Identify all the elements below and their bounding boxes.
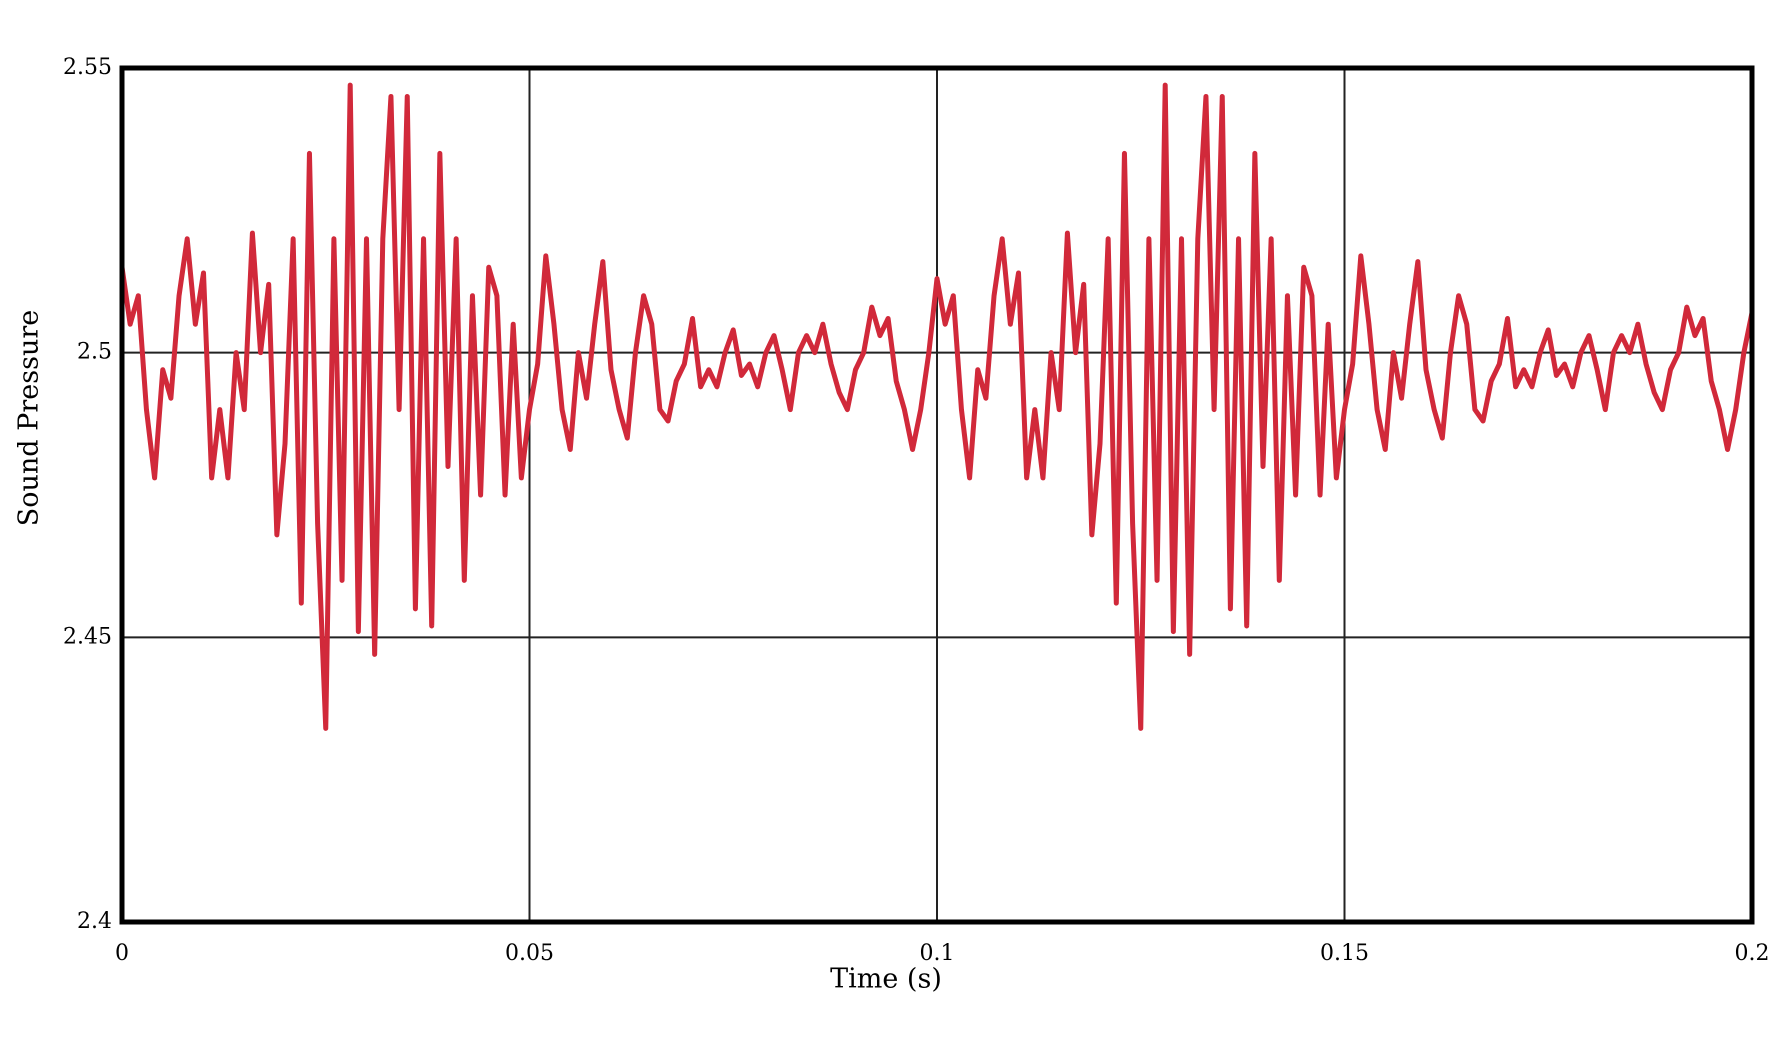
- line: [119, 82, 1755, 731]
- x-tick-label: 0.1: [920, 941, 955, 966]
- x-tick-label: 0.15: [1320, 941, 1369, 966]
- x-tick-label: 0.2: [1735, 941, 1770, 966]
- y-tick-label: 2.45: [63, 624, 112, 649]
- y-tick-label: 2.4: [77, 909, 112, 934]
- x-tick-label: 0.05: [505, 941, 554, 966]
- x-tick-label: 0: [115, 941, 129, 966]
- y-tick-label: 2.5: [77, 340, 112, 365]
- plot-frame: [119, 65, 1755, 925]
- y-tick-label: 2.55: [63, 55, 112, 80]
- x-axis-label: Time (s): [830, 964, 942, 995]
- y-axis-label: Sound Pressure: [14, 310, 45, 526]
